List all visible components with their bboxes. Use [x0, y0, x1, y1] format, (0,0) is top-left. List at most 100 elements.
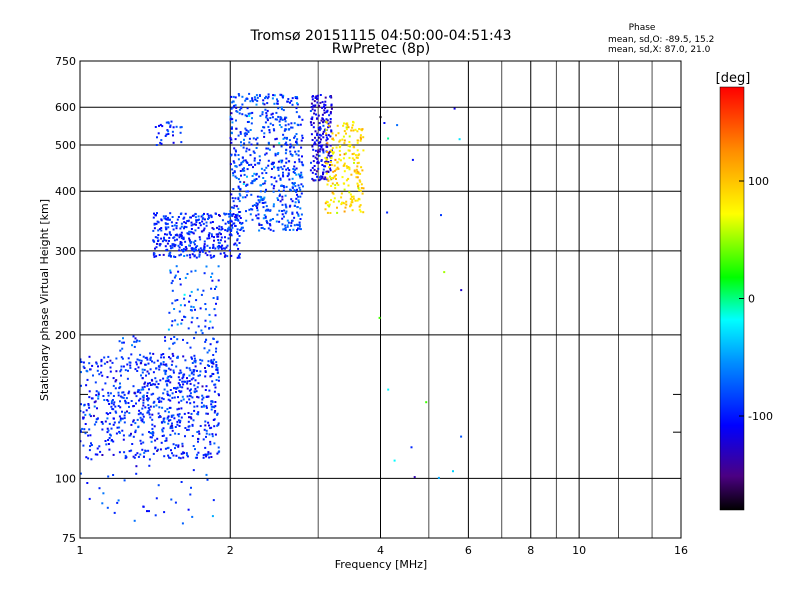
data-point: [347, 177, 350, 180]
data-point: [131, 443, 134, 445]
data-point: [155, 380, 158, 383]
data-point: [186, 380, 189, 383]
data-point: [169, 457, 172, 459]
data-point: [257, 199, 260, 202]
data-point: [119, 382, 121, 385]
data-point: [274, 118, 277, 121]
data-point: [272, 203, 275, 206]
x-tick-label: 1: [77, 544, 84, 557]
data-point: [273, 184, 276, 187]
data-point: [211, 235, 213, 238]
data-point: [166, 129, 169, 132]
data-point: [262, 202, 265, 204]
data-point: [126, 377, 129, 380]
data-point: [109, 370, 112, 373]
data-point: [339, 139, 342, 142]
data-point: [330, 185, 333, 187]
data-point: [318, 141, 321, 144]
data-point: [186, 454, 189, 457]
data-point: [207, 235, 210, 238]
data-point: [206, 254, 209, 257]
data-point: [286, 219, 289, 222]
data-point: [237, 196, 240, 199]
data-point: [169, 357, 172, 360]
data-point: [241, 156, 244, 159]
data-point: [278, 194, 281, 197]
data-point: [179, 126, 182, 129]
data-point: [96, 447, 99, 450]
data-point: [148, 510, 150, 513]
data-point: [316, 101, 319, 104]
data-point: [177, 444, 180, 447]
data-point: [337, 167, 340, 170]
data-point: [232, 106, 235, 109]
data-point: [208, 313, 211, 316]
data-point: [112, 377, 115, 380]
data-point: [257, 217, 260, 220]
data-point: [270, 113, 273, 116]
data-point: [310, 133, 313, 136]
data-point: [251, 218, 254, 221]
data-point: [169, 255, 172, 257]
data-point: [191, 253, 194, 256]
data-point: [313, 141, 316, 144]
data-point: [217, 239, 220, 241]
data-point: [294, 150, 297, 153]
data-point: [166, 248, 169, 251]
data-point: [323, 129, 326, 132]
data-point: [343, 188, 346, 191]
data-point: [190, 231, 192, 234]
data-point: [175, 233, 178, 236]
data-point: [396, 124, 399, 127]
data-point: [321, 164, 324, 166]
data-point: [233, 147, 236, 150]
data-point: [297, 214, 300, 217]
data-point: [284, 124, 287, 127]
data-point: [283, 227, 286, 230]
y-tick-label: 750: [55, 55, 76, 68]
data-point: [154, 247, 156, 250]
data-point: [167, 328, 170, 331]
data-point: [332, 152, 334, 155]
data-point: [114, 387, 117, 390]
data-point: [176, 420, 179, 423]
data-point: [246, 168, 249, 171]
data-point: [458, 138, 461, 141]
data-point: [265, 172, 268, 174]
data-point: [153, 212, 155, 215]
data-point: [334, 158, 337, 161]
data-point: [358, 179, 361, 182]
data-point: [211, 433, 214, 436]
data-point: [208, 237, 211, 240]
data-point: [182, 250, 185, 253]
data-point: [279, 116, 282, 119]
data-point: [265, 116, 268, 119]
data-point: [237, 158, 240, 161]
data-point: [187, 232, 190, 235]
data-point: [359, 189, 362, 192]
data-point: [255, 147, 258, 149]
data-point: [201, 214, 204, 217]
data-point: [172, 354, 175, 357]
data-point: [188, 398, 191, 401]
data-point: [410, 446, 413, 449]
data-point: [250, 182, 253, 185]
data-point: [171, 360, 174, 363]
data-point: [177, 419, 180, 422]
data-point: [173, 417, 176, 420]
data-point: [296, 97, 299, 100]
data-point: [175, 222, 178, 224]
data-point: [326, 177, 329, 180]
data-point: [278, 142, 281, 145]
data-point: [293, 216, 296, 219]
data-point: [229, 214, 232, 217]
data-point: [248, 92, 251, 95]
data-point: [188, 416, 190, 419]
data-point: [128, 405, 130, 408]
data-point: [230, 224, 233, 227]
data-point: [217, 376, 220, 379]
data-point: [139, 439, 142, 442]
data-point: [245, 219, 248, 222]
data-point: [107, 391, 110, 394]
data-point: [230, 141, 233, 144]
